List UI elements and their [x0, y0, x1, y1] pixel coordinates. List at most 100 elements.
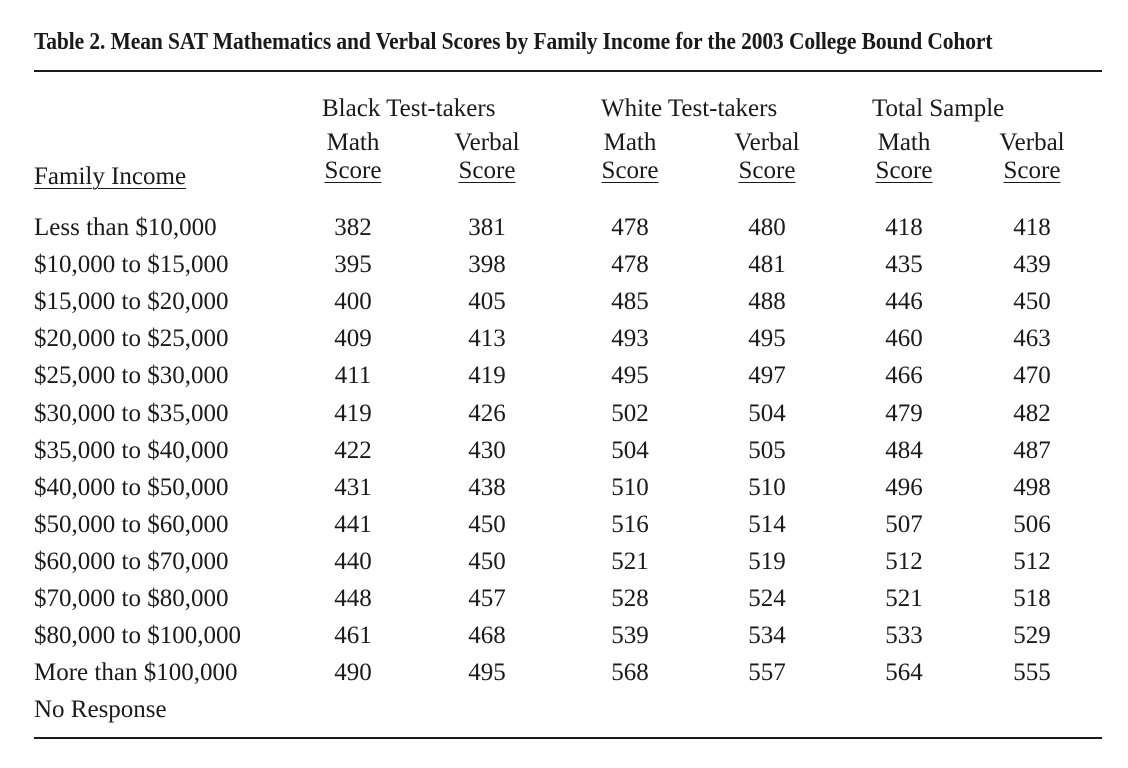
cell-black-verbal: 438	[468, 473, 506, 501]
table-row: $25,000 to $30,000 411 419 495 497 466 470	[0, 362, 1128, 399]
cell-black-verbal: 450	[468, 510, 506, 538]
cell-white-math: 568	[611, 659, 649, 687]
cell-total-math: 460	[885, 325, 923, 353]
cell-total-math: 564	[885, 659, 923, 687]
cell-white-verbal: 557	[748, 659, 786, 687]
cell-black-verbal: 468	[468, 622, 506, 650]
cell-white-math: 516	[611, 510, 649, 538]
cell-black-verbal: 419	[468, 362, 506, 390]
cell-total-verbal: 450	[1013, 288, 1051, 316]
group-header-white: White Test-takers	[601, 95, 778, 122]
cell-black-verbal: 413	[468, 325, 506, 353]
table-row: Less than $10,000 382 381 478 480 418 418	[0, 214, 1128, 251]
row-label: $35,000 to $40,000	[34, 436, 229, 464]
cell-total-math: 512	[885, 547, 923, 575]
cell-black-verbal: 398	[468, 251, 506, 279]
cell-black-math: 382	[334, 214, 372, 241]
col-header-white-verbal: Verbal Score	[734, 129, 800, 184]
cell-black-math: 461	[334, 622, 372, 650]
cell-white-math: 493	[611, 325, 649, 353]
cell-black-math: 431	[334, 473, 372, 501]
col-header-black-math: Math Score	[324, 129, 382, 184]
cell-black-verbal: 450	[468, 547, 506, 575]
cell-white-verbal: 505	[748, 436, 786, 464]
cell-white-verbal: 497	[748, 362, 786, 390]
row-label: $50,000 to $60,000	[34, 510, 229, 538]
cell-white-math: 485	[611, 288, 649, 316]
cell-black-math: 411	[334, 362, 372, 390]
row-label: $25,000 to $30,000	[34, 362, 229, 390]
cell-black-math: 419	[334, 399, 372, 427]
table-row: No Response	[0, 696, 1128, 733]
cell-total-math: 418	[885, 214, 923, 241]
cell-white-math: 521	[611, 547, 649, 575]
cell-total-verbal: 463	[1013, 325, 1051, 353]
cell-total-verbal: 518	[1013, 585, 1051, 612]
row-label: $15,000 to $20,000	[34, 288, 229, 316]
cell-black-math: 490	[334, 659, 372, 687]
row-label: $10,000 to $15,000	[34, 251, 229, 279]
cell-total-math: 479	[885, 399, 923, 427]
table-row: More than $100,000 490 495 568 557 564 555	[0, 659, 1128, 696]
cell-total-math: 446	[885, 288, 923, 316]
cell-white-verbal: 519	[748, 547, 786, 575]
cell-black-verbal: 457	[468, 585, 506, 612]
table-row: $15,000 to $20,000 400 405 485 488 446 450	[0, 288, 1128, 325]
cell-white-verbal: 524	[748, 585, 786, 612]
cell-white-math: 504	[611, 436, 649, 464]
cell-white-math: 510	[611, 473, 649, 501]
cell-black-math: 448	[334, 585, 372, 612]
cell-total-verbal: 482	[1013, 399, 1051, 427]
cell-white-verbal: 481	[748, 251, 786, 279]
cell-total-verbal: 529	[1013, 622, 1051, 650]
cell-white-verbal: 495	[748, 325, 786, 353]
cell-white-verbal: 534	[748, 622, 786, 650]
cell-black-verbal: 426	[468, 399, 506, 427]
cell-total-verbal: 512	[1013, 547, 1051, 575]
cell-white-verbal: 480	[748, 214, 786, 241]
top-rule	[34, 70, 1102, 72]
cell-total-verbal: 506	[1013, 510, 1051, 538]
cell-white-verbal: 504	[748, 399, 786, 427]
cell-black-math: 441	[334, 510, 372, 538]
cell-white-verbal: 488	[748, 288, 786, 316]
cell-white-math: 478	[611, 214, 649, 241]
cell-total-math: 484	[885, 436, 923, 464]
cell-total-verbal: 555	[1013, 659, 1051, 687]
cell-total-math: 466	[885, 362, 923, 390]
table-row: $50,000 to $60,000 441 450 516 514 507 506	[0, 511, 1128, 548]
cell-white-math: 495	[611, 362, 649, 390]
row-label: $70,000 to $80,000	[34, 585, 229, 612]
cell-white-math: 478	[611, 251, 649, 279]
cell-black-verbal: 495	[468, 659, 506, 687]
cell-black-math: 395	[334, 251, 372, 279]
row-header-family-income: Family Income	[34, 163, 187, 190]
col-header-black-verbal: Verbal Score	[454, 129, 520, 184]
bottom-rule	[34, 737, 1102, 739]
row-label: More than $100,000	[34, 659, 238, 687]
row-label: Less than $10,000	[34, 214, 217, 241]
row-label: $30,000 to $35,000	[34, 399, 229, 427]
table-row: $10,000 to $15,000 395 398 478 481 435 439	[0, 251, 1128, 288]
row-label: $80,000 to $100,000	[34, 622, 241, 650]
cell-white-verbal: 514	[748, 510, 786, 538]
cell-total-verbal: 439	[1013, 251, 1051, 279]
group-header-total: Total Sample	[872, 95, 1005, 122]
cell-black-verbal: 430	[468, 436, 506, 464]
cell-white-verbal: 510	[748, 473, 786, 501]
cell-total-math: 507	[885, 510, 923, 538]
table-row: $60,000 to $70,000 440 450 521 519 512 512	[0, 548, 1128, 585]
table-row: $80,000 to $100,000 461 468 539 534 533 529	[0, 622, 1128, 659]
cell-black-verbal: 381	[468, 214, 506, 241]
table-row: $20,000 to $25,000 409 413 493 495 460 463	[0, 325, 1128, 362]
cell-white-math: 539	[611, 622, 649, 650]
cell-total-verbal: 498	[1013, 473, 1051, 501]
row-label: No Response	[34, 696, 167, 724]
table-row: $40,000 to $50,000 431 438 510 510 496 498	[0, 474, 1128, 511]
col-header-total-verbal: Verbal Score	[999, 129, 1065, 184]
cell-total-verbal: 418	[1013, 214, 1051, 241]
cell-black-math: 400	[334, 288, 372, 316]
cell-black-math: 440	[334, 547, 372, 575]
table-row: $35,000 to $40,000 422 430 504 505 484 487	[0, 437, 1128, 474]
cell-total-math: 435	[885, 251, 923, 279]
